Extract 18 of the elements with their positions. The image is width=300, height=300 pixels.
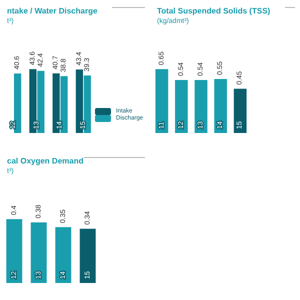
bar	[37, 70, 44, 133]
bar	[14, 74, 22, 133]
bar	[214, 78, 227, 133]
bar	[55, 227, 72, 283]
bar	[76, 69, 84, 133]
bar	[52, 73, 60, 133]
bar	[80, 228, 96, 283]
bar	[84, 75, 91, 133]
bar	[6, 219, 22, 283]
chart-title: Total Suspended Solids (TSS)	[157, 6, 271, 16]
bar	[155, 69, 168, 133]
bar	[60, 76, 68, 133]
chart-title: ntake / Water Discharge	[7, 6, 98, 16]
bar	[175, 80, 188, 133]
bar	[194, 80, 208, 133]
bar	[29, 69, 37, 133]
chart-title: cal Oxygen Demand	[7, 156, 84, 166]
bar	[30, 222, 47, 283]
